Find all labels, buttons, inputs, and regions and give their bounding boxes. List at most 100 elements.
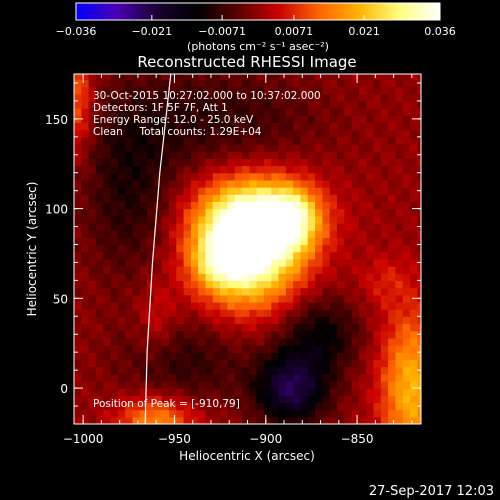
heatmap-cell (293, 330, 302, 339)
heatmap-cell (351, 222, 360, 231)
heatmap-cell (402, 86, 411, 95)
heatmap-cell (366, 251, 375, 260)
heatmap-cell (329, 187, 338, 195)
heatmap-cell (205, 86, 214, 95)
heatmap-cell (154, 230, 163, 238)
heatmap-cell (293, 266, 302, 274)
heatmap-cell (234, 366, 243, 375)
heatmap-cell (336, 93, 345, 102)
heatmap-cell (256, 158, 265, 167)
heatmap-cell (234, 172, 243, 181)
colorbar-units-label: (photons cm⁻² s⁻¹ asec⁻²) (187, 40, 329, 53)
heatmap-cell (198, 79, 207, 88)
heatmap-cell (147, 337, 155, 346)
heatmap-cell (358, 86, 367, 95)
heatmap-cell (344, 208, 353, 217)
heatmap-cell (81, 187, 90, 195)
heatmap-cell (256, 359, 265, 368)
heatmap-cell (227, 100, 236, 109)
heatmap-cell (271, 380, 280, 389)
heatmap-cell (315, 172, 323, 181)
heatmap-cell (278, 158, 287, 167)
heatmap-cell (417, 100, 421, 109)
heatmap-cell (256, 301, 265, 310)
heatmap-cell (74, 230, 82, 238)
heatmap-cell (234, 136, 243, 145)
heatmap-cell (190, 172, 199, 181)
heatmap-cell (176, 273, 185, 282)
heatmap-cell (307, 301, 316, 310)
heatmap-cell (322, 309, 331, 317)
heatmap-cell (176, 251, 185, 260)
heatmap-cell (147, 108, 155, 116)
heatmap-cell (139, 115, 148, 124)
heatmap-cell (417, 280, 421, 289)
colorbar: −0.036 −0.021 −0.0071 0.0071 0.021 0.036 (pho… (56, 2, 456, 53)
heatmap-cell (95, 201, 104, 210)
heatmap-cell (154, 158, 163, 167)
heatmap-cell (74, 323, 82, 332)
heatmap-cell (154, 151, 163, 159)
heatmap-cell (344, 258, 353, 267)
heatmap-cell (358, 337, 367, 346)
heatmap-cell (154, 208, 163, 217)
heatmap-cell (358, 294, 367, 303)
heatmap-cell (227, 187, 236, 195)
heatmap-cell (190, 74, 199, 80)
heatmap-cell (351, 136, 360, 145)
heatmap-cell (300, 273, 309, 282)
heatmap-cell (373, 294, 382, 303)
heatmap-cell (154, 115, 163, 124)
heatmap-cell (249, 266, 258, 274)
heatmap-cell (263, 172, 272, 181)
heatmap-cell (395, 158, 404, 167)
heatmap-cell (176, 359, 185, 368)
heatmap-cell (147, 352, 155, 360)
heatmap-cell (132, 79, 141, 88)
heatmap-cell (388, 301, 397, 310)
heatmap-cell (278, 129, 287, 138)
heatmap-cell (168, 409, 177, 418)
heatmap-cell (117, 122, 126, 131)
heatmap-cell (132, 380, 141, 389)
heatmap-cell (307, 345, 316, 353)
heatmap-cell (74, 416, 82, 424)
heatmap-cell (81, 309, 90, 317)
heatmap-cell (351, 366, 360, 375)
heatmap-cell (74, 108, 82, 116)
heatmap-cell (103, 280, 112, 289)
heatmap-cell (263, 309, 272, 317)
colorbar-tick-label: −0.021 (131, 25, 172, 38)
heatmap-cell (366, 330, 375, 339)
heatmap-cell (380, 179, 389, 188)
heatmap-cell (227, 194, 236, 203)
heatmap-cell (344, 273, 353, 282)
heatmap-cell (220, 86, 229, 95)
heatmap-cell (373, 395, 382, 404)
heatmap-cell (205, 402, 214, 411)
heatmap-cell (103, 136, 112, 145)
heatmap-cell (410, 287, 418, 296)
heatmap-cell (81, 165, 90, 174)
heatmap-cell (227, 251, 236, 260)
heatmap-cell (249, 158, 258, 167)
heatmap-cell (256, 366, 265, 375)
heatmap-cell (183, 366, 192, 375)
heatmap-cell (315, 79, 323, 88)
heatmap-cell (249, 165, 258, 174)
heatmap-cell (220, 323, 229, 332)
heatmap-cell (154, 144, 163, 152)
heatmap-cell (410, 258, 418, 267)
heatmap-cell (198, 330, 207, 339)
heatmap-cell (315, 187, 323, 195)
heatmap-cell (147, 273, 155, 282)
heatmap-cell (388, 316, 397, 325)
heatmap-cell (161, 380, 170, 389)
x-tick-label: −950 (158, 432, 191, 446)
heatmap-cell (110, 237, 119, 246)
heatmap-cell (322, 179, 331, 188)
heatmap-cell (161, 330, 170, 339)
heatmap-cell (351, 280, 360, 289)
heatmap-cell (125, 416, 134, 424)
heatmap-cell (307, 230, 316, 238)
